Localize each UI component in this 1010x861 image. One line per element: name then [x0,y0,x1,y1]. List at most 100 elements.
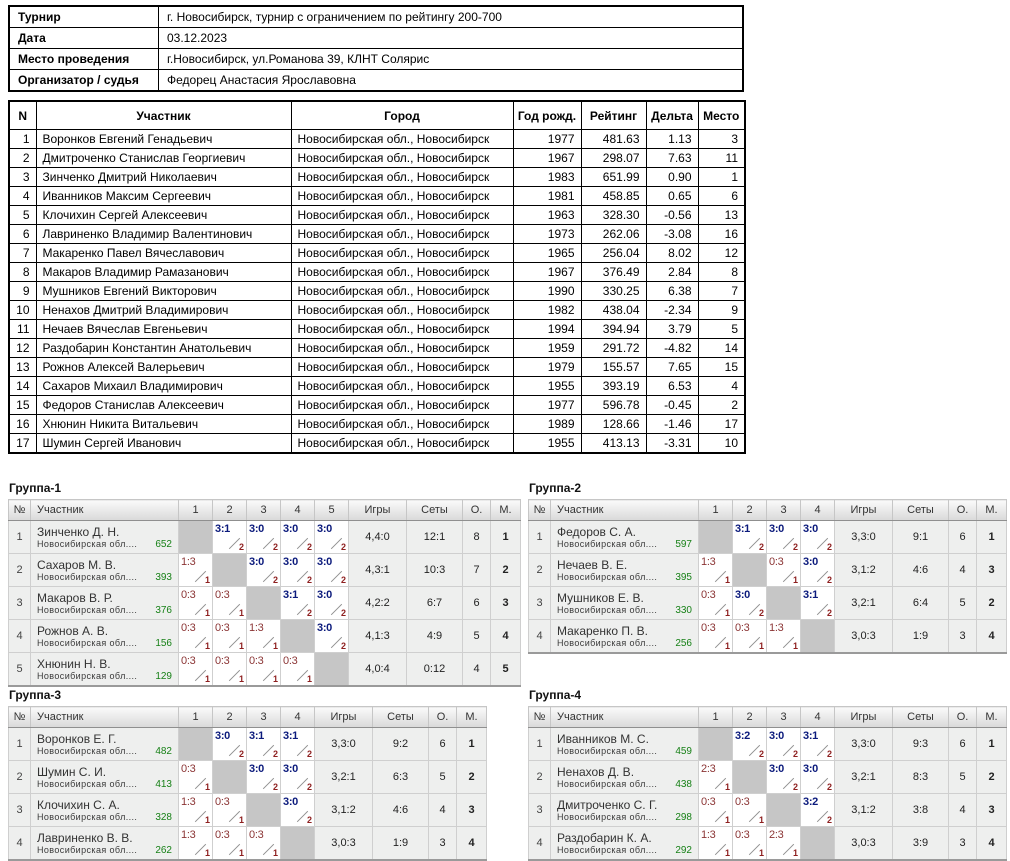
place-cell: 1 [976,520,1007,554]
participant-name: Раздобарин Константин Анатольевич [35,338,292,358]
match-score-cell: 1:3 1 [178,793,213,827]
score-points: 2 [340,608,346,618]
points-cell: 5 [462,619,491,653]
self-cell [178,520,213,554]
match-score-cell: 3:1 2 [212,520,247,554]
city: Новосибирская обл., Новосибирск [290,300,514,320]
player-region: Новосибирская обл.... [37,778,138,789]
match-score-cell: 1:3 1 [178,553,213,587]
col-header-points: О. [428,706,457,728]
player-name: Рожнов А. В. [37,623,109,638]
score-points: 2 [306,608,312,618]
score-points: 1 [758,815,764,825]
player-row: 2 Ненахов Д. В. Новосибирская обл.... 438 2:… [528,760,1007,794]
match-score-cell: 0:3 1 [246,826,281,861]
games-cell: 3,3:0 [834,520,893,554]
match-score-cell: 0:3 1 [732,826,767,861]
place: 15 [697,357,746,377]
score-value: 3:0 [215,730,230,742]
player-rating: 376 [155,604,172,616]
player-subline: Новосибирская обл.... 459 [557,746,694,757]
score-points: 2 [272,542,278,552]
score-points: 1 [272,641,278,651]
match-score-cell: 0:3 1 [766,553,801,587]
match-score-cell: 0:3 1 [698,586,733,620]
score-value: 3:0 [317,589,332,601]
standings-header-row: N Участник Город Год рожд. Рейтинг Дельта Мест… [8,100,746,130]
score-points: 1 [758,848,764,858]
city: Новосибирская обл., Новосибирск [290,186,514,206]
rating: 413.13 [580,433,647,454]
col-header-num: № [8,706,31,728]
col-header-place: М. [976,499,1007,521]
participant-name: Макаренко Павел Вячеславович [35,243,292,263]
score-value: 3:0 [249,763,264,775]
participant-name: Нечаев Вячеслав Евгеньевич [35,319,292,339]
player-cell: Мушников Е. В. Новосибирская обл.... 330 [550,586,699,620]
score-value: 0:3 [215,589,230,601]
info-value: г. Новосибирск, турнир с ограничением по… [158,5,744,28]
col-header-place: М. [976,706,1007,728]
sets-cell: 9:1 [892,520,949,554]
rating: 128.66 [580,414,647,434]
col-header-sets: Сеты [406,499,463,521]
sets-cell: 1:9 [372,826,429,861]
player-rating: 652 [155,538,172,550]
city: Новосибирская обл., Новосибирск [290,395,514,415]
score-value: 3:1 [803,730,818,742]
player-subline: Новосибирская обл.... 292 [557,845,694,856]
match-score-cell: 3:0 2 [280,520,315,554]
score-value: 3:0 [249,523,264,535]
score-points: 2 [306,749,312,759]
match-score-cell: 2:3 1 [698,760,733,794]
player-region: Новосибирская обл.... [37,604,138,615]
delta: 1.13 [645,129,699,149]
self-cell [698,727,733,761]
match-score-cell: 1:3 1 [698,826,733,861]
group-header-row: № Участник 1 2 3 4 5 Игры Сеты О. М. [8,499,521,521]
self-cell [800,826,835,861]
player-row: 2 Сахаров М. В. Новосибирская обл.... 393 1:… [8,553,521,587]
col-header-sets: Сеты [892,706,949,728]
info-label: Турнир [8,5,159,28]
self-cell [314,652,349,687]
games-cell: 3,0:3 [314,826,373,861]
place-cell: 2 [976,586,1007,620]
player-subline: Новосибирская обл.... 328 [37,812,174,823]
col-header-opponent: 2 [732,706,767,728]
delta: 7.65 [645,357,699,377]
player-row: 5 Хнюнин Н. В. Новосибирская обл.... 129 0:3… [8,652,521,687]
player-number: 1 [8,727,31,761]
col-header-opponent: 2 [732,499,767,521]
match-score-cell: 3:0 2 [766,727,801,761]
points-cell: 5 [948,760,977,794]
player-subline: Новосибирская обл.... 330 [557,605,694,616]
col-header-opponent: 3 [766,706,801,728]
table-row: 1 Воронков Евгений Генадьевич Новосибирска… [8,129,746,149]
match-score-cell: 2:3 1 [766,826,801,861]
player-row: 4 Макаренко П. В. Новосибирская обл.... 256… [528,619,1007,654]
delta: 2.84 [645,262,699,282]
score-value: 0:3 [701,589,716,601]
player-number: 2 [8,760,31,794]
player-name: Клочихин С. А. [37,797,120,812]
score-value: 1:3 [701,556,716,568]
score-value: 3:1 [803,589,818,601]
score-points: 2 [340,575,346,585]
sets-cell: 6:7 [406,586,463,620]
player-rating: 156 [155,637,172,649]
table-row: 12 Раздобарин Константин Анатольевич Новос… [8,338,746,358]
group-header-row: № Участник 1 2 3 4 Игры Сеты О. М. [528,706,1007,728]
games-cell: 3,3:0 [314,727,373,761]
self-cell [800,619,835,654]
table-row: 11 Нечаев Вячеслав Евгеньевич Новосибирска… [8,319,746,339]
self-cell [212,760,247,794]
player-number: 1 [8,520,31,554]
participant-name: Иванников Максим Сергеевич [35,186,292,206]
sets-cell: 4:6 [372,793,429,827]
match-score-cell: 3:0 2 [800,520,835,554]
participant-name: Лавриненко Владимир Валентинович [35,224,292,244]
score-value: 0:3 [249,655,264,667]
col-header-games: Игры [314,706,373,728]
score-value: 3:0 [769,763,784,775]
